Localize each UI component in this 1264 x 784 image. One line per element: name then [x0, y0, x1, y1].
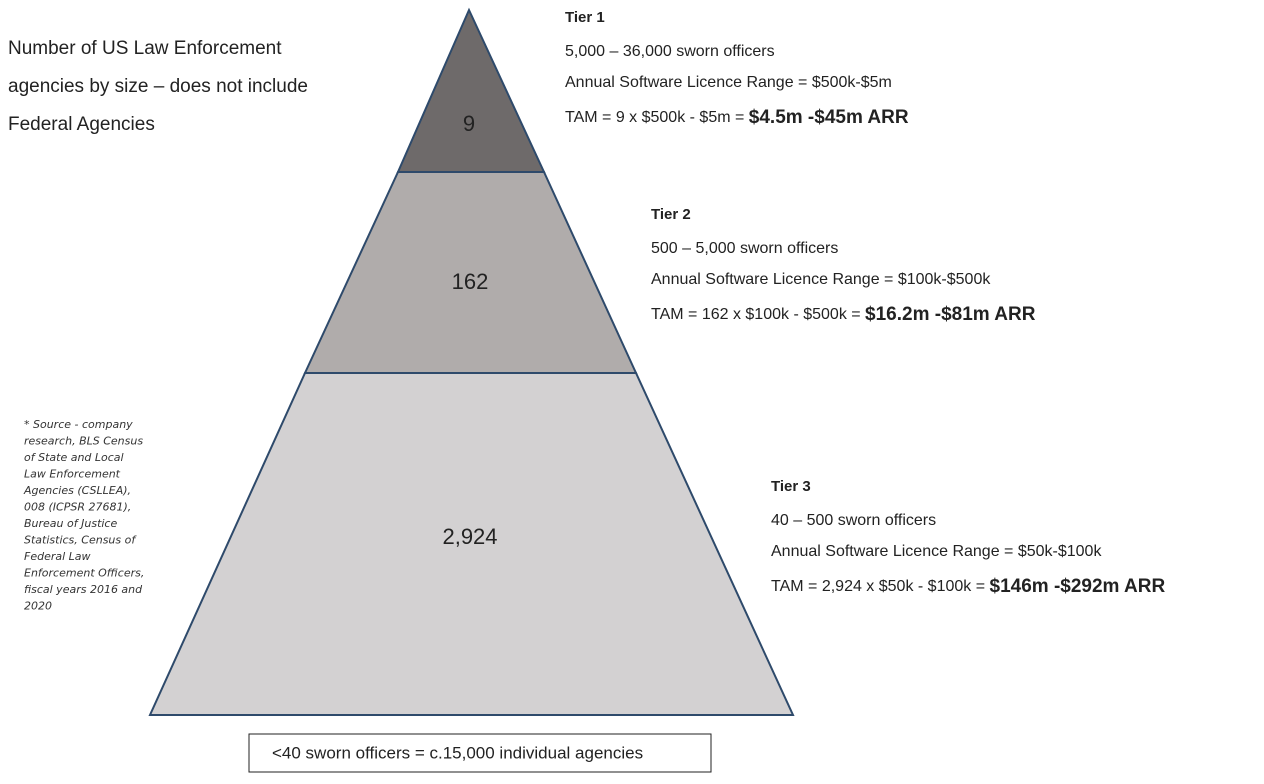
source-line: research, BLS Census — [24, 435, 143, 448]
tier-1-shape — [396, 7, 546, 173]
tier-name: Tier 1 — [565, 9, 605, 26]
tier-officers: 5,000 – 36,000 sworn officers — [565, 43, 775, 60]
tam-result: $146m -$292m ARR — [990, 576, 1166, 597]
title-line: Federal Agencies — [8, 114, 155, 135]
source-line: Agencies (CSLLEA), — [23, 484, 131, 497]
tier-tam: TAM = 2,924 x $50k - $100k = $146m -$292… — [771, 576, 1165, 597]
tam-result: $4.5m -$45m ARR — [749, 107, 909, 128]
source-line: Statistics, Census of — [24, 534, 137, 547]
source-line: fiscal years 2016 and — [24, 583, 143, 596]
tier-3-shape — [148, 372, 795, 716]
source-line: Law Enforcement — [24, 468, 121, 481]
tier-tam: TAM = 162 x $100k - $500k = $16.2m -$81m… — [651, 304, 1036, 325]
source-line: Bureau of Justice — [24, 517, 117, 530]
title-line: Number of US Law Enforcement — [8, 38, 282, 59]
tier-tam: TAM = 9 x $500k - $5m = $4.5m -$45m ARR — [565, 107, 909, 128]
tier-count: 2,924 — [442, 524, 497, 549]
tam-formula: TAM = 162 x $100k - $500k = — [651, 306, 865, 323]
footer-box — [248, 733, 712, 773]
tier-licence: Annual Software Licence Range = $500k-$5… — [565, 74, 892, 91]
source-line: of State and Local — [24, 451, 124, 464]
tier-count: 9 — [463, 111, 475, 136]
source-line: 008 (ICPSR 27681), — [24, 501, 131, 514]
tier-name: Tier 2 — [651, 206, 691, 223]
footer-text: <40 sworn officers = c.15,000 individual… — [272, 743, 643, 762]
tier-licence: Annual Software Licence Range = $50k-$10… — [771, 543, 1102, 560]
title: Number of US Law Enforcement agencies by … — [8, 38, 308, 135]
source-line: Federal Law — [24, 550, 91, 563]
tier-count: 162 — [452, 269, 489, 294]
source-line: 2020 — [24, 600, 52, 613]
tam-formula: TAM = 9 x $500k - $5m = — [565, 109, 749, 126]
source-line: Enforcement Officers, — [24, 567, 144, 580]
tier-officers: 40 – 500 sworn officers — [771, 512, 936, 529]
source-line: * Source - company — [24, 418, 133, 431]
tier-name: Tier 3 — [771, 478, 811, 495]
source: * Source - company research, BLS Census of… — [23, 418, 144, 613]
tier-officers: 500 – 5,000 sworn officers — [651, 240, 838, 257]
title-line: agencies by size – does not include — [8, 76, 308, 97]
tier-texts: Tier 1 5,000 – 36,000 sworn officers Annua… — [565, 9, 1165, 597]
tam-formula: TAM = 2,924 x $50k - $100k = — [771, 578, 990, 595]
tier-licence: Annual Software Licence Range = $100k-$5… — [651, 271, 991, 288]
tam-result: $16.2m -$81m ARR — [865, 304, 1036, 325]
